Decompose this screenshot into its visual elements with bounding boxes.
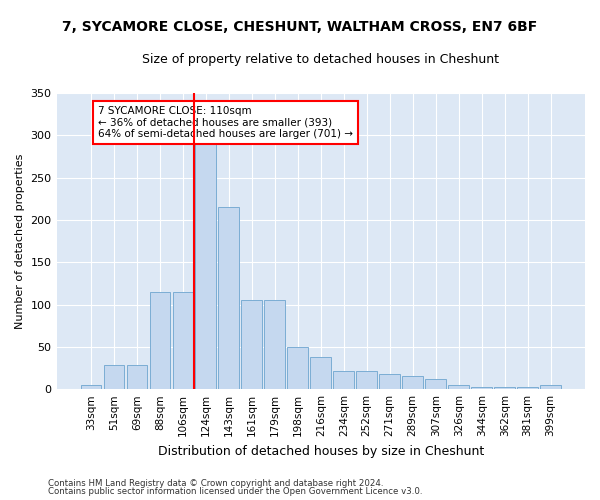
Y-axis label: Number of detached properties: Number of detached properties (15, 154, 25, 329)
Bar (104, 366, 124, 389)
Text: 7 SYCAMORE CLOSE: 110sqm
← 36% of detached houses are smaller (393)
64% of semi-: 7 SYCAMORE CLOSE: 110sqm ← 36% of detach… (98, 106, 353, 139)
Bar (540, 385, 561, 389)
Bar (517, 386, 538, 389)
Bar (287, 347, 308, 389)
Title: Size of property relative to detached houses in Cheshunt: Size of property relative to detached ho… (142, 52, 499, 66)
Text: Contains HM Land Registry data © Crown copyright and database right 2024.: Contains HM Land Registry data © Crown c… (48, 478, 383, 488)
Bar (472, 386, 492, 389)
X-axis label: Distribution of detached houses by size in Cheshunt: Distribution of detached houses by size … (158, 444, 484, 458)
Bar (356, 370, 377, 389)
Bar (265, 300, 285, 389)
Bar (241, 300, 262, 389)
Bar (334, 370, 354, 389)
Bar (173, 292, 193, 389)
Bar (149, 292, 170, 389)
Bar (448, 385, 469, 389)
Bar (218, 208, 239, 389)
Bar (379, 374, 400, 389)
Bar (425, 379, 446, 389)
Bar (196, 114, 216, 389)
Bar (127, 366, 147, 389)
Bar (80, 385, 101, 389)
Bar (310, 357, 331, 389)
Bar (494, 386, 515, 389)
Bar (403, 376, 423, 389)
Text: 7, SYCAMORE CLOSE, CHESHUNT, WALTHAM CROSS, EN7 6BF: 7, SYCAMORE CLOSE, CHESHUNT, WALTHAM CRO… (62, 20, 538, 34)
Text: Contains public sector information licensed under the Open Government Licence v3: Contains public sector information licen… (48, 487, 422, 496)
